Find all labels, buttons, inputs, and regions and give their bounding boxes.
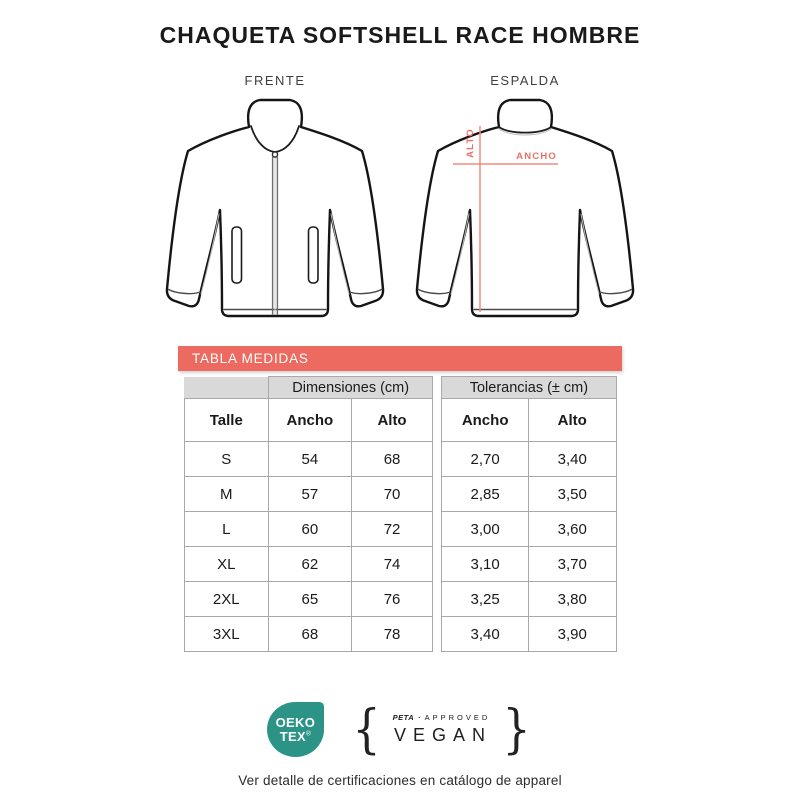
alto-measure-label: ALTO xyxy=(465,128,476,158)
oeko-tex-logo: OEKO TEX® xyxy=(266,702,324,757)
left-brace-glyph: { xyxy=(352,699,381,760)
tol-height-cell: 3,60 xyxy=(527,511,617,547)
table-banner: TABLA MEDIDAS xyxy=(178,346,622,371)
size-cell: L xyxy=(183,511,270,547)
height-cell: 76 xyxy=(350,581,434,617)
table-row-l: L 60 72 xyxy=(183,511,434,547)
width-cell: 54 xyxy=(268,441,352,477)
width-cell: 62 xyxy=(268,546,352,582)
ancho-measure-label: ANCHO xyxy=(516,151,557,162)
col-header-alto: Alto xyxy=(350,398,434,442)
tolerance-row-3xl: 3,40 3,90 xyxy=(441,616,617,652)
registered-mark: ® xyxy=(305,730,312,738)
tol-height-cell: 3,70 xyxy=(527,546,617,582)
tol-width-cell: 3,40 xyxy=(441,616,529,652)
tolerance-row-l: 3,00 3,60 xyxy=(441,511,617,547)
size-cell: M xyxy=(183,476,270,512)
col-header-tol-alto: Alto xyxy=(527,398,617,442)
tolerance-row-2xl: 3,25 3,80 xyxy=(441,581,617,617)
tol-width-cell: 3,25 xyxy=(441,581,529,617)
left-pocket xyxy=(231,226,243,284)
width-cell: 68 xyxy=(268,616,352,652)
tolerance-row-xl: 3,10 3,70 xyxy=(441,546,617,582)
height-cell: 70 xyxy=(350,476,434,512)
footer-note: Ver detalle de certificaciones en catálo… xyxy=(238,773,562,788)
table-row-s: S 54 68 xyxy=(183,441,434,477)
tol-height-cell: 3,80 xyxy=(527,581,617,617)
separator-dot: · xyxy=(418,713,421,722)
table-row-m: M 57 70 xyxy=(183,476,434,512)
table-row-2xl: 2XL 65 76 xyxy=(183,581,434,617)
tol-width-cell: 3,10 xyxy=(441,546,529,582)
oeko-tex-line1: OEKO xyxy=(275,714,316,730)
tol-height-cell: 3,90 xyxy=(527,616,617,652)
tolerances-table: Tolerancias (± cm) Ancho Alto 2,70 3,40 … xyxy=(441,376,617,652)
back-jacket-drawing: ALTO ANCHO xyxy=(415,98,635,318)
dimensions-table: Dimensiones (cm) Talle Ancho Alto S 54 6… xyxy=(183,376,434,652)
col-header-ancho: Ancho xyxy=(268,398,352,442)
front-diagram: FRENTE xyxy=(165,73,385,328)
approved-label: APPROVED xyxy=(424,713,491,722)
height-cell: 78 xyxy=(350,616,434,652)
table-row-3xl: 3XL 68 78 xyxy=(183,616,434,652)
table-row-xl: XL 62 74 xyxy=(183,546,434,582)
col-header-tol-ancho: Ancho xyxy=(441,398,529,442)
tolerance-row-s: 2,70 3,40 xyxy=(441,441,617,477)
dimensions-group-header: Dimensiones (cm) xyxy=(268,376,434,399)
peta-brand: PETA xyxy=(392,713,415,722)
right-brace-glyph: } xyxy=(502,699,531,760)
size-cell: 3XL xyxy=(183,616,270,652)
tolerances-group-header: Tolerancias (± cm) xyxy=(441,376,617,399)
height-cell: 72 xyxy=(350,511,434,547)
right-pocket xyxy=(307,226,319,284)
width-cell: 60 xyxy=(268,511,352,547)
peta-vegan-logo: { PETA · APPROVED VEGAN } xyxy=(350,704,533,756)
tol-height-cell: 3,50 xyxy=(527,476,617,512)
jacket-diagrams: FRENTE ESPALDA xyxy=(0,73,800,328)
page-title: CHAQUETA SOFTSHELL RACE HOMBRE xyxy=(159,22,641,48)
empty-corner-cell xyxy=(184,376,269,399)
height-cell: 68 xyxy=(350,441,434,477)
tol-width-cell: 2,85 xyxy=(441,476,529,512)
size-tables: Dimensiones (cm) Talle Ancho Alto S 54 6… xyxy=(183,376,617,652)
front-label: FRENTE xyxy=(244,73,306,88)
tol-width-cell: 3,00 xyxy=(441,511,529,547)
zipper-pull xyxy=(271,151,279,158)
tol-height-cell: 3,40 xyxy=(527,441,617,477)
vegan-word: VEGAN xyxy=(393,725,493,745)
front-jacket-drawing xyxy=(165,98,385,318)
certification-logos: OEKO TEX® { PETA · APPROVED VEGAN } xyxy=(0,702,800,757)
oeko-tex-line2: TEX® xyxy=(279,728,312,744)
tol-width-cell: 2,70 xyxy=(441,441,529,477)
back-label: ESPALDA xyxy=(490,73,560,88)
size-cell: 2XL xyxy=(183,581,270,617)
tolerance-row-m: 2,85 3,50 xyxy=(441,476,617,512)
size-cell: S xyxy=(183,441,270,477)
size-cell: XL xyxy=(183,546,270,582)
back-diagram: ESPALDA ALTO ANCHO xyxy=(415,73,635,328)
width-cell: 65 xyxy=(268,581,352,617)
col-header-talle: Talle xyxy=(183,398,270,442)
height-cell: 74 xyxy=(350,546,434,582)
width-cell: 57 xyxy=(268,476,352,512)
